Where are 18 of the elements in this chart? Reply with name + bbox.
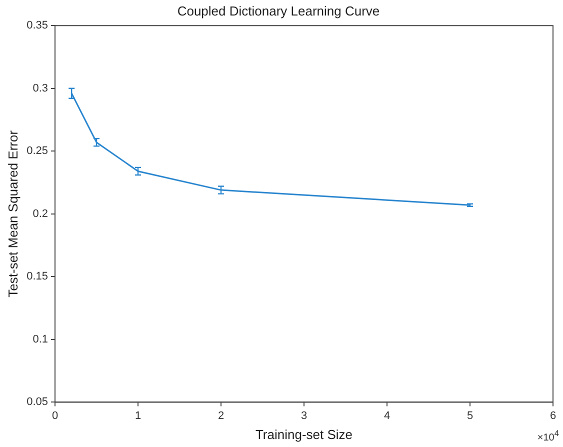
x-axis-title: Training-set Size [255, 426, 353, 442]
x-tick-label: 5 [466, 410, 474, 422]
x-tick-label: 0 [52, 410, 58, 422]
y-tick-label: 0.3 [32, 82, 48, 94]
y-tick-label: 0.1 [32, 333, 48, 346]
x-tick-label: 6 [550, 410, 556, 422]
text: ×10$^{4}$ [537, 428, 559, 444]
y-tick-label: 0.2 [32, 208, 48, 220]
x-tick-label: 1 [134, 410, 142, 422]
y-tick-label: 0.15 [26, 270, 48, 283]
y-tick-label: 0.25 [26, 145, 48, 158]
chart-title: Coupled Dictionary Learning Curve [177, 3, 380, 18]
x-tick-label: 3 [300, 410, 308, 422]
y-axis-title: Test-set Mean Squared Error [5, 130, 20, 298]
y-tick-label: 0.35 [26, 20, 48, 32]
x-tick-label: 2 [218, 410, 224, 422]
x-tick-label: 4 [384, 410, 390, 422]
y-tick-label: 0.05 [26, 396, 48, 408]
